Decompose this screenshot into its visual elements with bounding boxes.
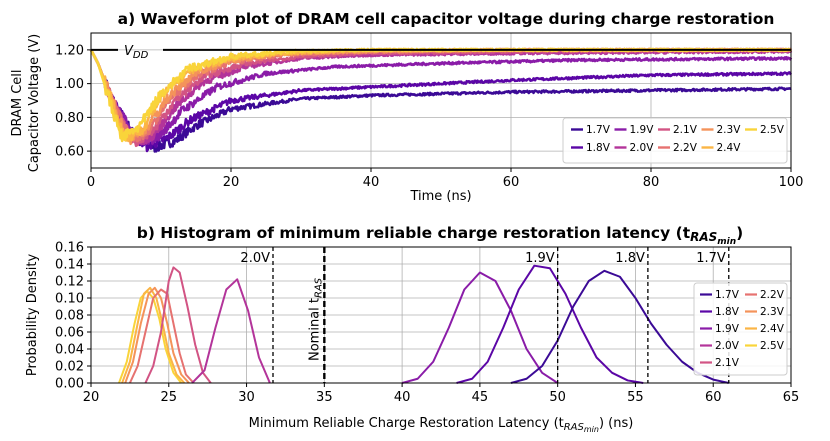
waveform-axes-frame <box>90 32 792 169</box>
waveform-line-1p7v <box>89 49 792 153</box>
histogram-xtick-45: 45 <box>472 390 489 405</box>
histogram-grid <box>90 246 792 384</box>
waveform-x-axis-label: Time (ns) <box>409 189 471 204</box>
histogram-ytick-0p16: 0.16 <box>55 241 84 256</box>
nominal-tras-label-main: Nominal t <box>307 298 322 361</box>
histogram-vline-label-1p8v: 1.8V <box>615 251 645 266</box>
histogram-xtick-25: 25 <box>161 390 178 405</box>
nominal-tras-label-sub: RAS <box>313 277 324 298</box>
histogram-line-2p2v <box>128 288 195 384</box>
waveform-legend-label-1p9v: 1.9V <box>630 124 655 136</box>
histogram-ytick-0p10: 0.10 <box>55 292 84 307</box>
waveform-xtick-60: 60 <box>503 175 520 190</box>
waveform-legend-label-2p5v: 2.5V <box>760 124 785 136</box>
waveform-xtick-40: 40 <box>363 175 380 190</box>
waveform-y-axis-label-line1: DRAM Cell <box>10 69 25 136</box>
histogram-title: b) Histogram of minimum reliable charge … <box>137 224 744 247</box>
histogram-x-axis-label: Minimum Reliable Charge Restoration Late… <box>249 416 634 434</box>
waveform-ytick-1p00: 1.00 <box>55 77 84 92</box>
histogram-vline-label-2p0v: 2.0V <box>240 251 270 266</box>
waveform-series-1p7v <box>89 49 792 153</box>
vdd-reference: VDD <box>91 44 791 61</box>
histogram-xlabel-sub: RAS <box>564 422 585 433</box>
waveform-xtick-20: 20 <box>223 175 240 190</box>
histogram-xtick-50: 50 <box>549 390 566 405</box>
histogram-title-main: b) Histogram of minimum reliable charge … <box>137 224 691 242</box>
waveform-line-1p9v <box>89 49 793 146</box>
waveform-series-1p9v <box>89 49 793 146</box>
histogram-legend-label-2p2v: 2.2V <box>760 289 785 301</box>
histogram-legend: 1.7V 1.8V 1.9V 2.0V 2.1V 2.2V 2.3V 2.4V 2.5V <box>693 282 788 376</box>
histogram-xtick-55: 55 <box>627 390 644 405</box>
histogram-legend-label-1p8v: 1.8V <box>715 306 740 318</box>
waveform-chart: a) Waveform plot of DRAM cell capacitor … <box>10 10 803 204</box>
waveform-legend-label-2p4v: 2.4V <box>717 142 742 154</box>
histogram-title-sub: RAS <box>690 230 717 244</box>
histogram-ytick-0p00: 0.00 <box>55 377 84 392</box>
waveform-legend: 1.7V 1.8V 1.9V 2.0V 2.1V 2.2V 2.3V 2.4V 2.5V <box>562 117 788 164</box>
histogram-legend-label-2p0v: 2.0V <box>715 340 740 352</box>
histogram-line-2p0v <box>191 278 271 384</box>
waveform-legend-label-1p7v: 1.7V <box>586 124 611 136</box>
histogram-line-2p4v <box>121 286 186 384</box>
waveform-legend-label-1p8v: 1.8V <box>586 142 611 154</box>
waveform-title: a) Waveform plot of DRAM cell capacitor … <box>118 10 775 28</box>
histogram-line-2p1v <box>144 266 212 384</box>
histogram-legend-label-2p1v: 2.1V <box>715 357 740 369</box>
waveform-xtick-100: 100 <box>779 175 804 190</box>
nominal-tras-label: Nominal tRAS <box>307 277 324 361</box>
waveform-legend-label-2p0v: 2.0V <box>630 142 655 154</box>
waveform-legend-label-2p3v: 2.3V <box>717 124 742 136</box>
histogram-xtick-20: 20 <box>83 390 100 405</box>
histogram-line-1p9v <box>401 271 559 384</box>
histogram-legend-label-2p5v: 2.5V <box>760 340 785 352</box>
histogram-legend-label-2p3v: 2.3V <box>760 306 785 318</box>
waveform-ytick-1p20: 1.20 <box>55 43 84 58</box>
waveform-ytick-0p80: 0.80 <box>55 111 84 126</box>
waveform-legend-label-2p2v: 2.2V <box>673 142 698 154</box>
histogram-xlabel-subsub: min <box>584 425 599 434</box>
histogram-ytick-0p04: 0.04 <box>55 343 84 358</box>
histogram-vline-label-1p9v: 1.9V <box>525 251 555 266</box>
histogram-chart: b) Histogram of minimum reliable charge … <box>25 224 799 434</box>
histogram-legend-box <box>693 282 788 376</box>
waveform-series-1p8v <box>89 49 793 153</box>
waveform-y-axis-label-line2: Capacitor Voltage (V) <box>27 34 42 172</box>
waveform-line-1p8v <box>89 49 793 153</box>
histogram-xlabel-main: Minimum Reliable Charge Restoration Late… <box>249 416 564 431</box>
histogram-xtick-65: 65 <box>783 390 800 405</box>
histogram-line-1p8v <box>456 264 644 384</box>
waveform-xtick-80: 80 <box>643 175 660 190</box>
histogram-xtick-30: 30 <box>238 390 255 405</box>
histogram-line-2p5v <box>118 290 183 384</box>
histogram-xtick-35: 35 <box>316 390 333 405</box>
histogram-title-subsub: min <box>717 237 736 247</box>
vdd-label-main: V <box>124 44 134 59</box>
histogram-ytick-0p06: 0.06 <box>55 326 84 341</box>
histogram-xlabel-end: ) (ns) <box>599 416 633 431</box>
histogram-legend-label-1p9v: 1.9V <box>715 323 740 335</box>
histogram-xtick-60: 60 <box>705 390 722 405</box>
histogram-ytick-0p14: 0.14 <box>55 258 84 273</box>
histogram-ticks: 20 25 30 35 40 45 50 55 60 65 0.00 0.02 0.04 0.06 0.08… <box>55 241 799 406</box>
histogram-title-end: ) <box>736 224 743 242</box>
histogram-legend-label-1p7v: 1.7V <box>715 289 740 301</box>
histogram-xtick-40: 40 <box>394 390 411 405</box>
histogram-vlines: 2.0V 1.9V 1.8V 1.7V Nominal tRAS <box>240 247 730 383</box>
waveform-ytick-0p60: 0.60 <box>55 145 84 160</box>
vdd-label-sub: DD <box>133 50 149 61</box>
waveform-xtick-0: 0 <box>87 175 95 190</box>
histogram-plot-area <box>118 264 729 384</box>
waveform-ticks: 0 20 40 60 80 100 0.60 0.80 1.00 1.20 <box>55 43 803 190</box>
histogram-y-axis-label: Probability Density <box>25 254 40 377</box>
waveform-legend-label-2p1v: 2.1V <box>673 124 698 136</box>
histogram-ytick-0p02: 0.02 <box>55 360 84 375</box>
histogram-legend-label-2p4v: 2.4V <box>760 323 785 335</box>
histogram-ytick-0p12: 0.12 <box>55 275 84 290</box>
histogram-vline-label-1p7v: 1.7V <box>696 251 726 266</box>
histogram-line-1p7v <box>510 269 729 384</box>
vdd-label: VDD <box>124 44 149 61</box>
histogram-ytick-0p08: 0.08 <box>55 309 84 324</box>
